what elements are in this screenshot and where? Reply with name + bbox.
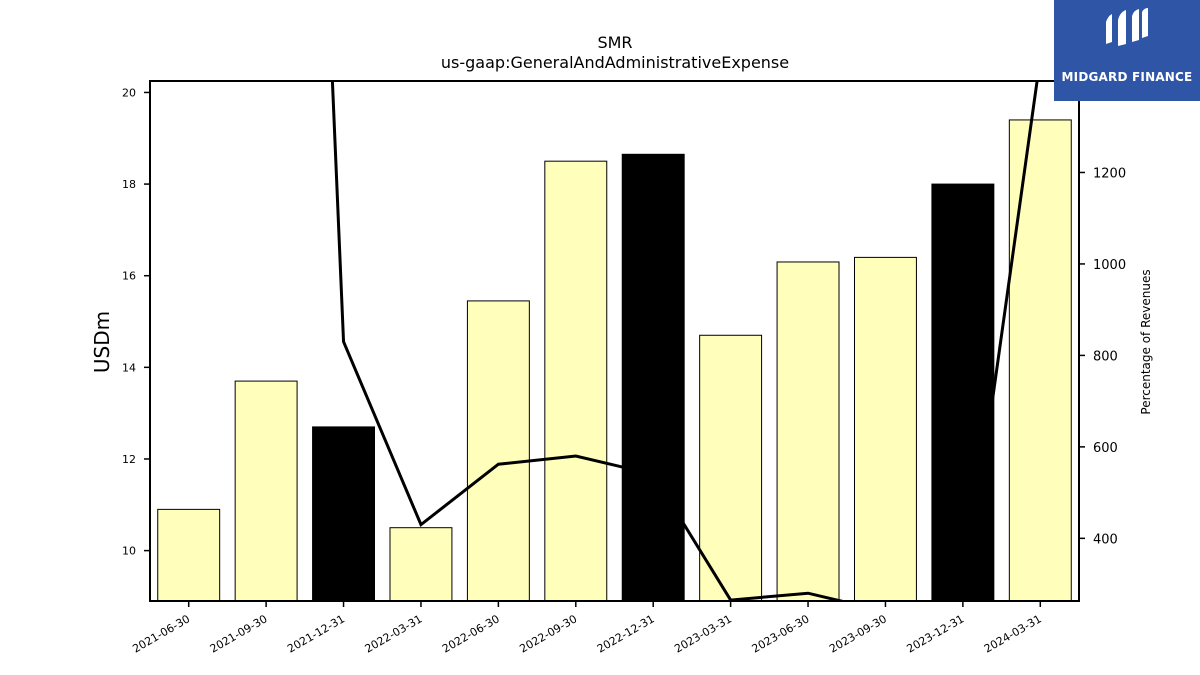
y2-tick-label: 400	[1093, 532, 1118, 547]
x-tick-label: 2024-03-31	[982, 612, 1044, 655]
bar-2023-06-30	[776, 261, 840, 602]
y2-tick-label: 600	[1093, 441, 1118, 456]
percentage-of-revenues-line	[330, 81, 1039, 601]
x-tick-label: 2022-12-31	[595, 612, 657, 655]
y2-tick-label: 800	[1093, 349, 1118, 364]
y2-axis-label: Percentage of Revenues	[1139, 269, 1153, 414]
chart-subtitle: us-gaap:GeneralAndAdministrativeExpense	[441, 53, 789, 72]
y-tick-label: 12	[122, 453, 136, 466]
brand-logo: MIDGARD FINANCE	[1054, 0, 1200, 101]
x-tick-label: 2022-06-30	[440, 612, 502, 655]
bar-2022-06-30	[466, 300, 530, 602]
bar-2021-09-30	[234, 380, 298, 602]
y-tick-label: 20	[122, 86, 136, 99]
x-tick-label: 2023-12-31	[905, 612, 967, 655]
bar-2022-12-31	[621, 153, 685, 602]
x-tick-label: 2021-06-30	[130, 612, 192, 655]
x-tick-label: 2023-06-30	[750, 612, 812, 655]
x-tick-label: 2023-03-31	[672, 612, 734, 655]
y-axis-label: USDm	[90, 311, 114, 373]
bar-2023-12-31	[931, 183, 995, 602]
bar-2022-03-31	[389, 527, 453, 602]
x-tick-label: 2022-09-30	[517, 612, 579, 655]
x-tick-label: 2022-03-31	[363, 612, 425, 655]
y-tick-label: 16	[122, 270, 136, 283]
y-tick-label: 14	[122, 361, 136, 374]
plot-frame	[149, 80, 1080, 602]
y-tick-label: 18	[122, 178, 136, 191]
y2-tick-label: 1000	[1093, 258, 1126, 273]
x-tick-label: 2023-09-30	[827, 612, 889, 655]
x-tick-label: 2021-09-30	[208, 612, 270, 655]
y2-tick-label: 1200	[1093, 166, 1126, 181]
bar-group	[157, 119, 1072, 602]
bar-2024-03-31	[1008, 119, 1072, 602]
bar-2021-06-30	[157, 508, 221, 602]
brand-name: MIDGARD FINANCE	[1061, 70, 1193, 84]
bar-2022-09-30	[544, 160, 608, 602]
midgard-logo-icon	[1106, 8, 1148, 46]
bar-2021-12-31	[312, 426, 376, 602]
x-tick-label: 2021-12-31	[285, 612, 347, 655]
y-tick-label: 10	[122, 545, 136, 558]
bar-2023-03-31	[699, 334, 763, 602]
chart-title: SMR	[597, 33, 632, 52]
bar-2023-09-30	[853, 256, 917, 602]
